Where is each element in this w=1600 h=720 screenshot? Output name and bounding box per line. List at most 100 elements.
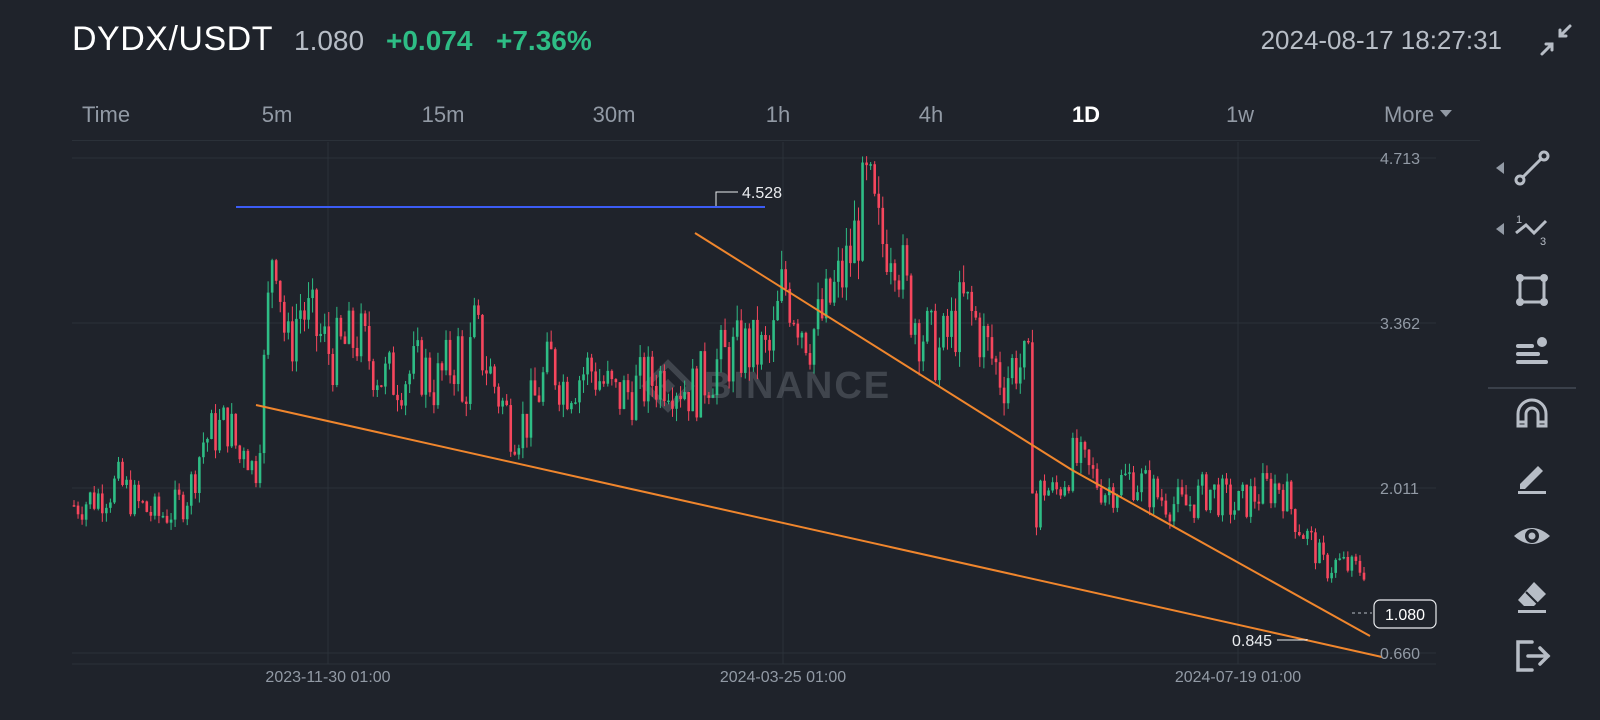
candle-body [185,505,189,520]
candle-body [497,386,500,407]
candle-body [169,519,173,523]
tab-30m[interactable]: 30m [592,102,636,127]
candle-body [792,322,796,325]
candle-body [962,282,965,294]
candle-body [303,310,306,320]
candle-body [946,315,949,337]
candle-body [849,245,852,264]
candle-body [808,353,812,365]
candle-body [727,347,731,382]
candle-body [238,445,242,460]
expand-caret-icon[interactable] [1496,162,1504,174]
candle-body [161,515,165,518]
candle-body [1035,493,1038,528]
candle-body [517,448,521,455]
x-tick-label: 2024-07-19 01:00 [1175,669,1301,686]
tab-4h[interactable]: 4h [918,102,944,127]
tab-time[interactable]: Time [82,102,131,127]
candle-body [1014,358,1018,384]
candle-body [149,511,153,516]
tab-1d[interactable]: 1D [1071,102,1101,127]
candle-body [262,354,266,454]
candle-body [299,310,302,319]
y-tick-label: 2.011 [1380,481,1419,498]
candle-body [525,413,529,438]
candle-body [614,379,618,383]
tab-more-label: More [1383,102,1435,127]
candle-body [857,220,860,261]
candle-body [942,315,945,348]
candle-body [691,368,695,412]
candle-body [772,320,775,351]
eraser-icon[interactable] [1510,574,1554,618]
shape-tool-icon[interactable] [1510,268,1554,312]
candle-body [885,244,889,273]
header: DYDX/USDT 1.080 +0.074 +7.36% 2024-08-17… [0,0,1600,84]
lower-trendline[interactable] [255,404,1383,658]
candle-body [1334,559,1337,573]
tab-5m[interactable]: 5m [261,102,293,127]
tab-1w[interactable]: 1w [1225,102,1255,127]
candle-body [436,363,440,406]
candle-body [1213,484,1216,490]
eye-icon[interactable] [1510,514,1554,558]
candle-body [1350,556,1354,571]
candle-body [877,193,881,208]
candle-body [1180,487,1184,495]
candle-body [1091,465,1095,469]
tab-1h[interactable]: 1h [765,102,791,127]
candle-body [978,317,982,358]
candle-body [1144,470,1147,474]
price-chart[interactable]: BINANCE 4.528 0.845 1.080 4.713 3.362 2.… [72,142,1480,708]
candle-body [1087,449,1091,466]
candle-body [590,357,593,372]
upper-trendline-ext[interactable] [1071,469,1371,637]
candle-body [735,320,739,337]
candle-body [594,371,597,390]
last-price: 1.080 [294,25,365,56]
candle-body [865,162,868,166]
candle-body [448,339,452,376]
candle-body [889,263,893,273]
candle-body [1027,340,1030,343]
candle-body [323,326,327,334]
candle-body [954,310,957,353]
expand-caret-icon[interactable] [1496,223,1504,235]
candle-body [905,245,909,276]
candle-body [1136,492,1139,501]
chart-canvas[interactable]: BINANCE 4.528 0.845 1.080 4.713 3.362 2.… [72,142,1480,708]
magnet-icon[interactable] [1510,392,1554,436]
candle-body [481,314,484,371]
exit-icon[interactable] [1510,634,1554,678]
candle-body [113,478,116,503]
candle-body [258,453,262,484]
candle-body [1245,484,1249,517]
candle-body [861,162,864,261]
text-align-tool-icon[interactable] [1510,328,1554,372]
candle-body [533,380,537,396]
candle-body [1192,504,1196,518]
pair-title[interactable]: DYDX/USDT [72,20,273,58]
upper-trendline[interactable] [694,232,1073,471]
candle-body [1269,478,1273,504]
candle-body [970,291,974,312]
candle-body [549,341,553,350]
candle-body [181,494,185,520]
tab-more[interactable]: More [1383,102,1453,128]
tab-15m[interactable]: 15m [421,102,465,127]
candle-body [1249,486,1253,517]
collapse-arrows-icon[interactable] [1538,22,1574,58]
candle-body [562,381,565,405]
candle-body [311,289,314,299]
candle-body [101,493,104,514]
candle-body [974,311,978,318]
candle-body [1204,474,1208,511]
candle-body [485,370,488,374]
candle-body [392,352,395,395]
candle-body [901,245,905,290]
line-tool-icon[interactable] [1496,146,1554,190]
candle-body [452,375,456,385]
pencil-icon[interactable] [1510,454,1554,498]
candle-body [1306,530,1309,539]
